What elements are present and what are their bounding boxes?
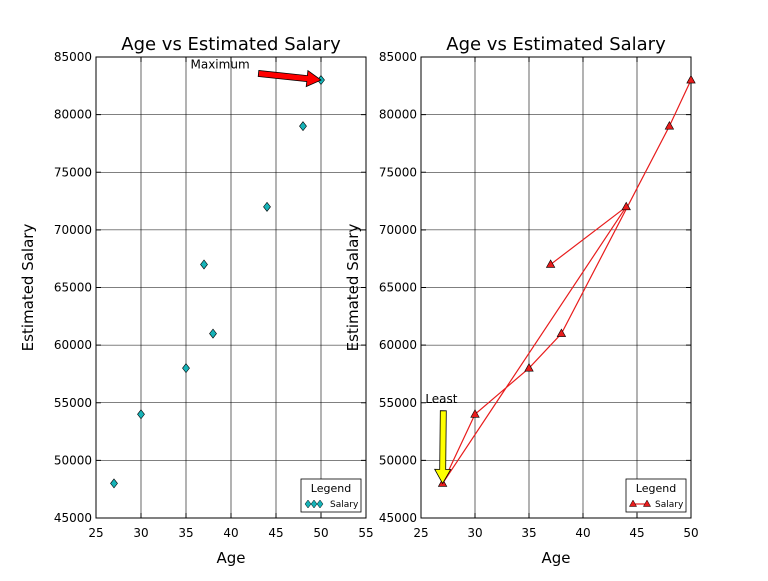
data-point [470, 409, 480, 418]
y-tick-label: 80000 [379, 108, 417, 122]
data-point [621, 201, 631, 211]
x-tick-label: 40 [223, 526, 238, 540]
data-point [200, 259, 208, 270]
y-tick-label: 45000 [379, 511, 417, 525]
y-tick-label: 55000 [54, 396, 92, 410]
y-tick-label: 50000 [54, 453, 92, 467]
x-tick-label: 25 [88, 526, 103, 540]
data-point [263, 201, 271, 212]
series-line [442, 79, 692, 484]
chart-title: Age vs Estimated Salary [121, 34, 341, 55]
y-tick-label: 85000 [54, 50, 92, 64]
data-point [664, 121, 675, 130]
data-point [209, 328, 217, 339]
y-tick-label: 45000 [54, 511, 92, 525]
y-tick-label: 70000 [379, 223, 417, 237]
annotation-maximum: Maximum [191, 58, 322, 88]
legend-title: Legend [636, 482, 676, 495]
ticks: 25 30 35 40 45 50 55 45000 50000 55000 60000 65000 7… [54, 50, 374, 540]
legend-marker [642, 499, 652, 507]
y-tick-label: 75000 [379, 165, 417, 179]
y-tick-label: 50000 [379, 453, 417, 467]
series-salary [110, 75, 325, 489]
gridlines [420, 56, 692, 519]
y-tick-label: 60000 [54, 338, 92, 352]
series-salary [437, 74, 696, 487]
data-point [686, 74, 696, 84]
y-axis-label: Estimated Salary [344, 224, 362, 352]
data-point [110, 478, 118, 489]
x-tick-label: 50 [313, 526, 328, 540]
y-axis-label: Estimated Salary [19, 224, 37, 352]
x-axis-label: Age [216, 549, 245, 567]
y-tick-label: 70000 [54, 223, 92, 237]
legend-box [300, 478, 362, 513]
x-tick-label: 30 [133, 526, 148, 540]
annotation-text: Least [425, 392, 457, 406]
data-point [545, 259, 556, 268]
chart-panel-2: 25 30 35 40 45 50 45000 50000 55000 60000 65000 700… [344, 34, 699, 567]
x-tick-label: 30 [467, 526, 482, 540]
y-tick-label: 75000 [54, 165, 92, 179]
annotation-least: Least [425, 392, 458, 485]
annotation-text: Maximum [191, 58, 250, 72]
legend: Legend Salary [625, 478, 687, 513]
gridlines [95, 56, 367, 519]
x-tick-label: 45 [268, 526, 283, 540]
x-tick-label: 35 [178, 526, 193, 540]
x-tick-label: 35 [521, 526, 536, 540]
chart-title: Age vs Estimated Salary [446, 34, 666, 55]
x-axis-label: Age [541, 549, 570, 567]
x-tick-label: 50 [683, 526, 698, 540]
y-tick-label: 80000 [54, 108, 92, 122]
y-tick-label: 85000 [379, 50, 417, 64]
ticks: 25 30 35 40 45 50 45000 50000 55000 60000 65000 700… [379, 50, 699, 540]
legend-marker [628, 499, 638, 507]
legend-title: Legend [311, 482, 351, 495]
legend-marker [316, 499, 324, 509]
annotation-arrow [257, 69, 322, 88]
y-tick-label: 60000 [379, 338, 417, 352]
x-tick-label: 40 [575, 526, 590, 540]
chart-panel-1: 25 30 35 40 45 50 55 45000 50000 55000 60000 65000 7… [19, 34, 374, 567]
data-point [556, 328, 567, 337]
data-point [299, 121, 307, 132]
y-tick-label: 55000 [379, 396, 417, 410]
annotation-arrow [434, 410, 452, 485]
x-tick-label: 25 [413, 526, 428, 540]
data-point [182, 363, 190, 374]
data-point [524, 363, 534, 372]
x-tick-label: 45 [629, 526, 644, 540]
legend-marker [310, 499, 318, 509]
x-tick-label: 55 [358, 526, 373, 540]
legend-marker [304, 499, 312, 509]
y-tick-label: 65000 [379, 281, 417, 295]
legend-entry-label: Salary [330, 500, 359, 510]
legend: Legend Salary [300, 478, 362, 513]
data-point [137, 409, 145, 420]
y-tick-label: 65000 [54, 281, 92, 295]
legend-entry-label: Salary [655, 500, 684, 510]
